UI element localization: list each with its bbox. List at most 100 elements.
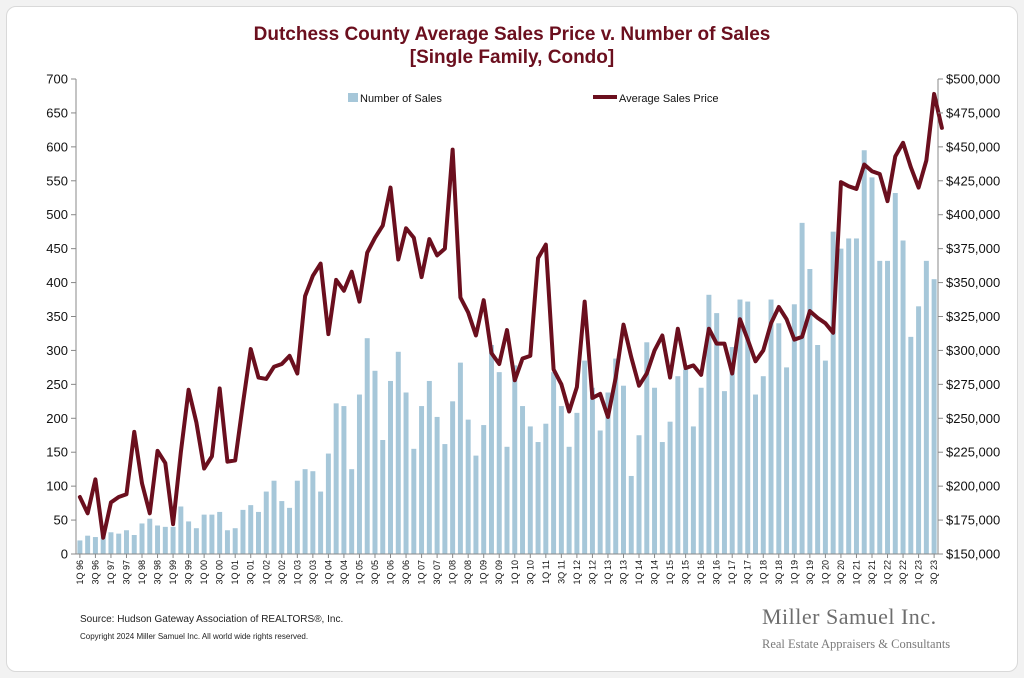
left-tick-label: 200 bbox=[46, 411, 68, 426]
sales-bar bbox=[520, 406, 526, 554]
sales-bar bbox=[248, 505, 254, 554]
sales-bar bbox=[799, 222, 805, 555]
chart-legend: Number of Sales Average Sales Price bbox=[348, 93, 718, 105]
sales-bar bbox=[256, 511, 261, 554]
sales-bar bbox=[333, 403, 339, 554]
sales-bar bbox=[551, 372, 557, 554]
sales-bar bbox=[240, 509, 246, 554]
x-tick-label: 1Q 22 bbox=[883, 560, 893, 585]
sales-bar bbox=[287, 507, 293, 554]
sales-bar bbox=[527, 426, 533, 554]
sales-bar bbox=[232, 528, 238, 554]
sales-bar bbox=[193, 528, 199, 554]
sales-bar bbox=[621, 385, 626, 554]
x-tick-label: 3Q 03 bbox=[308, 560, 318, 585]
sales-bar bbox=[217, 511, 223, 554]
right-tick-label: $450,000 bbox=[946, 139, 1000, 154]
sales-bar bbox=[457, 362, 463, 554]
x-axis-ticks: 1Q 96 3Q 96 1Q 97 3Q 97 1Q 98 3Q 98 1Q 99 3Q 99… bbox=[75, 554, 939, 585]
x-tick-label: 3Q 10 bbox=[525, 560, 535, 585]
sales-bar bbox=[589, 387, 595, 554]
sales-bar bbox=[147, 518, 153, 554]
right-axis-ticks: $150,000 $175,000 $200,000 $225,000 $250,000… bbox=[938, 72, 1000, 562]
sales-bar bbox=[403, 392, 409, 554]
sales-bar bbox=[667, 421, 673, 554]
sales-bar bbox=[279, 501, 285, 554]
sales-bar bbox=[271, 480, 277, 554]
x-tick-label: 3Q 96 bbox=[90, 560, 100, 585]
x-tick-label: 1Q 04 bbox=[323, 560, 333, 585]
sales-bar bbox=[186, 521, 192, 554]
x-tick-label: 1Q 23 bbox=[914, 560, 924, 585]
left-tick-label: 600 bbox=[46, 139, 68, 154]
sales-bar bbox=[714, 313, 720, 554]
x-tick-label: 3Q 22 bbox=[898, 560, 908, 585]
left-tick-label: 550 bbox=[46, 173, 68, 188]
sales-bar bbox=[465, 419, 471, 554]
sales-bar bbox=[155, 525, 161, 554]
sales-bar bbox=[388, 380, 393, 554]
left-axis-ticks: 0 50 100 150 200 250 300 350 400 450 500 550 600 650 7… bbox=[46, 72, 76, 562]
sales-bar bbox=[364, 338, 370, 554]
x-tick-label: 1Q 99 bbox=[168, 560, 178, 585]
x-tick-label: 3Q 23 bbox=[929, 560, 939, 585]
sales-bar bbox=[131, 535, 137, 554]
sales-bar bbox=[753, 394, 758, 554]
sales-bar bbox=[830, 231, 836, 554]
x-tick-label: 1Q 96 bbox=[75, 560, 85, 585]
bar-series-number-of-sales bbox=[77, 150, 937, 555]
x-tick-label: 3Q 07 bbox=[432, 560, 442, 585]
x-tick-label: 3Q 15 bbox=[681, 560, 691, 585]
sales-bar bbox=[853, 238, 859, 554]
sales-bar bbox=[123, 530, 129, 554]
right-tick-label: $175,000 bbox=[946, 513, 1000, 528]
x-tick-label: 1Q 17 bbox=[727, 560, 737, 585]
left-tick-label: 650 bbox=[46, 105, 68, 120]
sales-bar bbox=[411, 448, 417, 554]
sales-bar bbox=[597, 430, 603, 554]
sales-bar bbox=[442, 444, 448, 554]
x-tick-label: 3Q 00 bbox=[215, 560, 225, 585]
x-tick-label: 1Q 13 bbox=[603, 560, 613, 585]
sales-bar bbox=[488, 345, 494, 554]
sales-bar bbox=[768, 299, 774, 554]
x-tick-label: 1Q 10 bbox=[510, 560, 520, 585]
x-tick-label: 3Q 04 bbox=[339, 560, 349, 585]
x-tick-label: 1Q 97 bbox=[106, 560, 116, 585]
sales-bar bbox=[706, 294, 712, 554]
x-tick-label: 3Q 21 bbox=[867, 560, 877, 585]
left-tick-label: 250 bbox=[46, 377, 68, 392]
x-tick-label: 1Q 14 bbox=[634, 560, 644, 585]
right-tick-label: $425,000 bbox=[946, 173, 1000, 188]
x-tick-label: 3Q 16 bbox=[712, 560, 722, 585]
left-tick-label: 100 bbox=[46, 479, 68, 494]
sales-bar bbox=[776, 323, 782, 554]
sales-bar bbox=[178, 506, 184, 554]
sales-bar bbox=[85, 535, 91, 554]
source-note: Source: Hudson Gateway Association of RE… bbox=[80, 614, 344, 625]
sales-bar bbox=[892, 193, 898, 554]
chart-subtitle: [Single Family, Condo] bbox=[409, 47, 615, 68]
x-tick-label: 1Q 09 bbox=[479, 560, 489, 585]
sales-bar bbox=[496, 372, 502, 554]
x-tick-label: 3Q 12 bbox=[587, 560, 597, 585]
sales-bar bbox=[100, 533, 106, 554]
right-tick-label: $300,000 bbox=[946, 343, 1000, 358]
sales-bar bbox=[636, 435, 642, 554]
sales-bar bbox=[473, 455, 479, 554]
sales-bar bbox=[838, 248, 844, 554]
sales-bar bbox=[652, 387, 658, 554]
sales-bar bbox=[784, 367, 790, 554]
left-tick-label: 400 bbox=[46, 275, 68, 290]
sales-bar bbox=[900, 240, 906, 554]
sales-bar bbox=[318, 491, 324, 554]
x-tick-label: 3Q 08 bbox=[463, 560, 473, 585]
left-tick-label: 700 bbox=[46, 72, 68, 87]
right-tick-label: $500,000 bbox=[946, 72, 1000, 87]
sales-bar bbox=[690, 426, 696, 554]
sales-bar bbox=[574, 412, 580, 554]
sales-bar bbox=[846, 238, 852, 554]
sales-bar bbox=[916, 306, 922, 554]
sales-bar bbox=[791, 304, 797, 554]
x-tick-label: 1Q 20 bbox=[820, 560, 830, 585]
